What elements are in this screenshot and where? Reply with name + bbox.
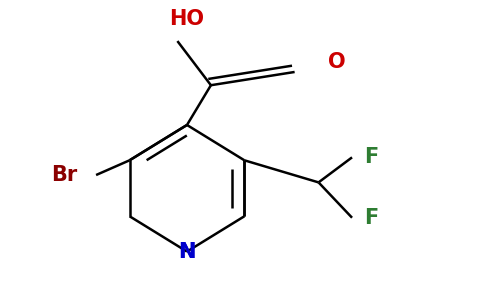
Text: HO: HO [169, 9, 204, 29]
Text: N: N [178, 242, 196, 262]
Text: Br: Br [51, 165, 77, 185]
Text: F: F [364, 208, 378, 228]
Text: N: N [178, 242, 196, 262]
Text: F: F [364, 147, 378, 167]
Text: O: O [328, 52, 346, 72]
